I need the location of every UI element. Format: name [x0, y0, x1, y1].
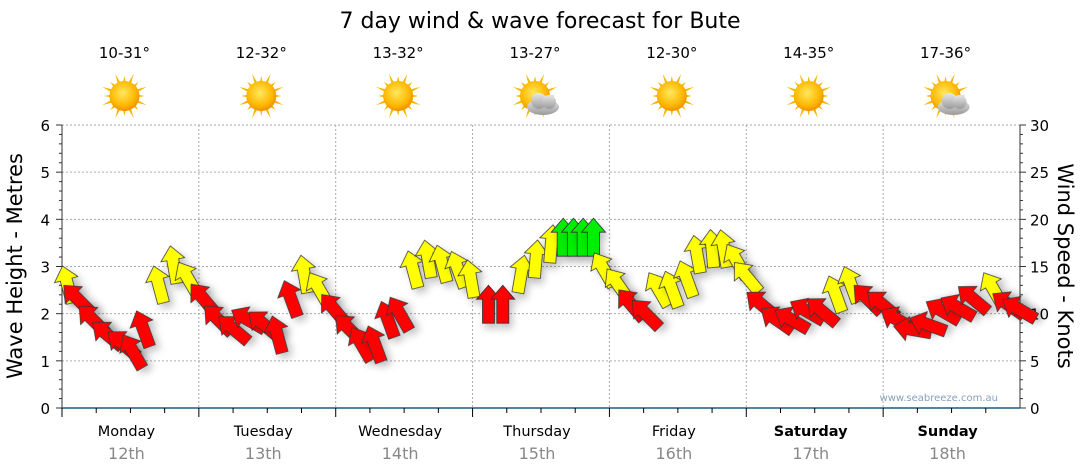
temperature-label: 13-32°: [373, 44, 424, 62]
y-right-tick-label: 30: [1030, 117, 1049, 135]
wind-arrow: [893, 316, 933, 342]
wind-arrow: [145, 265, 170, 305]
date-label: 17th: [792, 444, 829, 463]
wind-arrow: [489, 284, 516, 324]
y-left-tick-label: 6: [40, 117, 50, 135]
wind-arrow: [806, 298, 841, 329]
wind-arrow: [119, 334, 149, 372]
sun-icon: [375, 73, 421, 119]
y-right-tick-label: 5: [1030, 353, 1040, 371]
date-label: 14th: [382, 444, 419, 463]
wind-arrow: [361, 325, 388, 365]
wind-arrow: [958, 286, 993, 317]
sun-cloud-icon: [923, 73, 970, 119]
y-axis-left-label: Wave Height - Metres: [3, 153, 27, 379]
chart-title: 7 day wind & wave forecast for Bute: [339, 9, 740, 34]
day-label: Thursday: [502, 424, 571, 440]
wind-arrow: [1002, 295, 1040, 325]
sun-icon: [102, 73, 147, 119]
wind-arrow: [457, 259, 483, 299]
wind-arrow: [909, 310, 949, 338]
day-label: Monday: [98, 424, 156, 440]
wind-arrow: [760, 306, 797, 337]
day-label: Sunday: [917, 424, 978, 440]
y-right-tick-label: 15: [1030, 259, 1049, 277]
sun-icon: [649, 73, 695, 119]
date-label: 16th: [655, 444, 692, 463]
y-left-tick-label: 4: [40, 211, 50, 229]
y-axis-right-label: Wind Speed - Knots: [1053, 163, 1077, 368]
y-left-tick-label: 0: [40, 400, 50, 418]
date-label: 13th: [245, 444, 282, 463]
date-label: 18th: [929, 444, 966, 463]
sun-icon: [239, 73, 284, 119]
day-label: Saturday: [774, 424, 848, 440]
sun-icon: [786, 73, 831, 119]
date-label: 12th: [108, 444, 145, 463]
watermark: www.seabreeze.com.au: [880, 393, 998, 404]
y-left-tick-label: 2: [40, 306, 50, 324]
day-label: Friday: [652, 424, 696, 440]
temperature-label: 12-32°: [236, 44, 287, 62]
temperature-label: 13-27°: [509, 44, 560, 62]
wind-arrow: [386, 296, 415, 334]
sun-cloud-icon: [512, 73, 559, 119]
y-left-tick-label: 1: [40, 353, 50, 371]
wind-arrow: [277, 280, 304, 319]
y-left-tick-label: 5: [40, 164, 50, 182]
day-label: Wednesday: [358, 424, 442, 440]
wind-arrow: [129, 310, 156, 350]
temperature-label: 10-31°: [99, 44, 150, 62]
temperature-label: 14-35°: [783, 44, 834, 62]
day-label: Tuesday: [233, 424, 293, 440]
y-right-tick-label: 20: [1030, 211, 1049, 229]
date-label: 15th: [519, 444, 556, 463]
y-right-tick-label: 25: [1030, 164, 1049, 182]
y-left-tick-label: 3: [40, 259, 50, 277]
wind-arrow: [263, 315, 289, 355]
temperature-label: 17-36°: [920, 44, 971, 62]
wind-arrow: [658, 270, 685, 310]
y-right-tick-label: 0: [1030, 400, 1040, 418]
wind-arrow: [821, 275, 849, 315]
temperature-label: 12-30°: [646, 44, 697, 62]
wind-arrow: [940, 294, 978, 323]
wind-arrow: [733, 262, 765, 297]
wind-arrow: [631, 300, 665, 333]
